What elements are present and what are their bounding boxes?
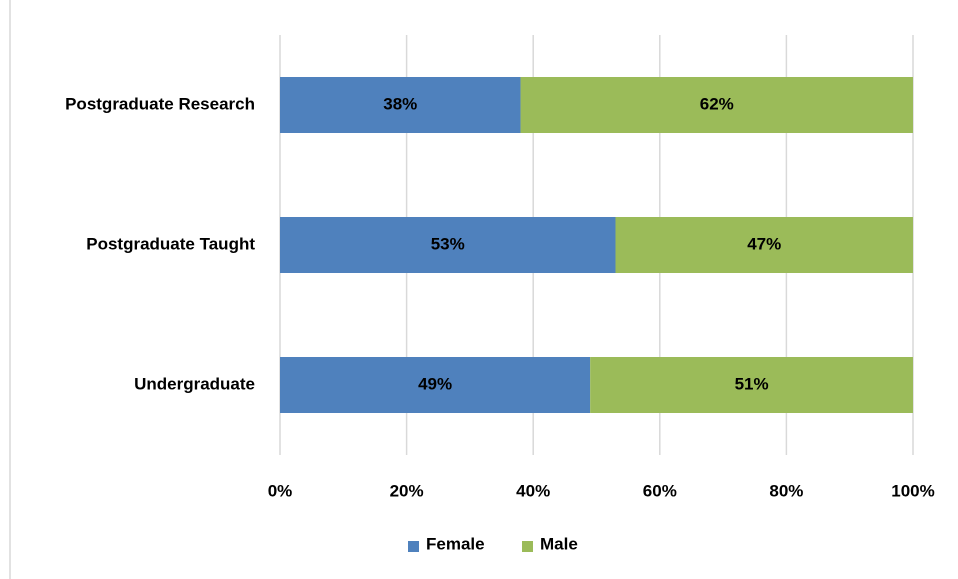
legend-swatch	[408, 541, 419, 552]
bar-segment	[520, 77, 913, 133]
x-tick-label: 40%	[516, 481, 550, 500]
data-label: 53%	[431, 234, 465, 253]
data-label: 49%	[418, 374, 452, 393]
y-tick-label: Postgraduate Research	[65, 94, 255, 113]
legend-label: Male	[540, 534, 578, 553]
data-label: 47%	[747, 234, 781, 253]
bar-segment	[280, 217, 616, 273]
legend-swatch	[522, 541, 533, 552]
data-label: 38%	[383, 94, 417, 113]
y-tick-label: Postgraduate Taught	[86, 234, 255, 253]
bar-segment	[590, 357, 913, 413]
x-tick-label: 20%	[390, 481, 424, 500]
bar-segment	[280, 77, 521, 133]
x-tick-label: 80%	[769, 481, 803, 500]
bar-segment	[280, 357, 591, 413]
y-tick-label: Undergraduate	[134, 374, 255, 393]
x-tick-label: 100%	[891, 481, 934, 500]
bar-segment	[615, 217, 913, 273]
data-label: 62%	[700, 94, 734, 113]
data-label: 51%	[735, 374, 769, 393]
legend-label: Female	[426, 534, 485, 553]
x-tick-label: 60%	[643, 481, 677, 500]
x-tick-label: 0%	[268, 481, 293, 500]
